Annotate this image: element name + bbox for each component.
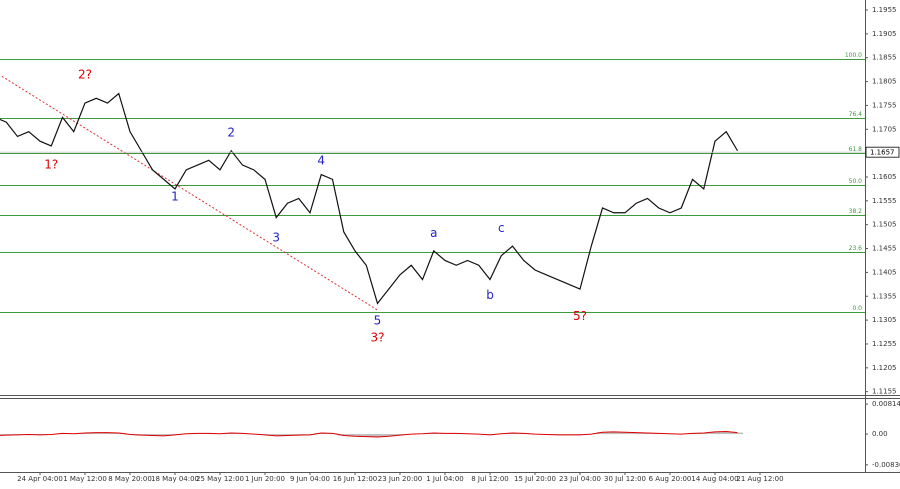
x-tick-label: 24 Apr 04:00 xyxy=(17,475,63,483)
fib-level-label: 0.0 xyxy=(852,305,862,312)
y-tick-label: 0.00814 xyxy=(872,400,900,408)
fib-level-label: 76.4 xyxy=(849,111,863,118)
wave-label: 4 xyxy=(317,154,325,168)
y-tick-label: 1.1755 xyxy=(872,101,897,109)
fib-level-label: 100.0 xyxy=(845,52,862,59)
y-tick-label: 1.1405 xyxy=(872,268,897,276)
x-tick-label: 25 May 12:00 xyxy=(196,475,244,483)
y-tick-label: 1.1255 xyxy=(872,340,897,348)
y-tick-label: 1.1555 xyxy=(872,197,897,205)
wave-label: a xyxy=(430,226,437,240)
x-tick-label: 23 Jun 20:00 xyxy=(378,475,422,483)
x-tick-label: 6 Aug 20:00 xyxy=(649,475,692,483)
x-tick-label: 30 Jul 12:00 xyxy=(604,475,646,483)
x-tick-label: 16 Jun 12:00 xyxy=(333,475,377,483)
x-tick-label: 15 Jul 20:00 xyxy=(514,475,556,483)
x-tick-label: 8 May 20:00 xyxy=(108,475,152,483)
last-price-label: 1.1657 xyxy=(870,149,895,157)
y-tick-label: 1.1155 xyxy=(872,388,897,396)
wave-label: 1? xyxy=(44,158,58,172)
y-tick-label: 1.1605 xyxy=(872,173,897,181)
x-tick-label: 23 Jul 04:00 xyxy=(559,475,601,483)
fib-level-label: 50.0 xyxy=(849,178,863,185)
y-tick-label: 1.1905 xyxy=(872,30,897,38)
wave-label: b xyxy=(486,288,494,302)
y-tick-label: 1.1455 xyxy=(872,245,897,253)
fib-level-label: 23.6 xyxy=(849,245,863,252)
x-tick-label: 1 Jul 04:00 xyxy=(426,475,464,483)
y-tick-label: 1.1955 xyxy=(872,6,897,14)
y-tick-label: -0.00836 xyxy=(872,461,900,469)
x-tick-label: 1 Jun 20:00 xyxy=(245,475,285,483)
fib-level-label: 38.2 xyxy=(849,208,863,215)
y-tick-label: 1.1705 xyxy=(872,125,897,133)
y-tick-label: 1.1805 xyxy=(872,78,897,86)
y-tick-label: 1.1855 xyxy=(872,54,897,62)
wave-label: 5? xyxy=(573,309,587,323)
y-tick-label: 1.1205 xyxy=(872,364,897,372)
x-tick-label: 1 May 12:00 xyxy=(63,475,107,483)
wave-label: 1 xyxy=(171,190,179,204)
x-tick-label: 18 May 04:00 xyxy=(151,475,199,483)
wave-label: 2? xyxy=(78,67,92,81)
oscillator-bar xyxy=(732,433,743,434)
y-tick-label: 0.00 xyxy=(872,430,888,438)
x-tick-label: 21 Aug 12:00 xyxy=(736,475,783,483)
y-tick-label: 1.1355 xyxy=(872,292,897,300)
wave-label: c xyxy=(498,221,505,235)
x-tick-label: 8 Jul 12:00 xyxy=(471,475,509,483)
y-tick-label: 1.1505 xyxy=(872,221,897,229)
x-tick-label: 9 Jun 04:00 xyxy=(290,475,330,483)
wave-label: 3? xyxy=(370,331,384,345)
x-tick-label: 14 Aug 04:00 xyxy=(691,475,738,483)
y-tick-label: 1.1305 xyxy=(872,316,897,324)
wave-label: 5 xyxy=(374,314,382,328)
wave-label: 3 xyxy=(272,231,280,245)
wave-label: 2 xyxy=(227,126,235,140)
